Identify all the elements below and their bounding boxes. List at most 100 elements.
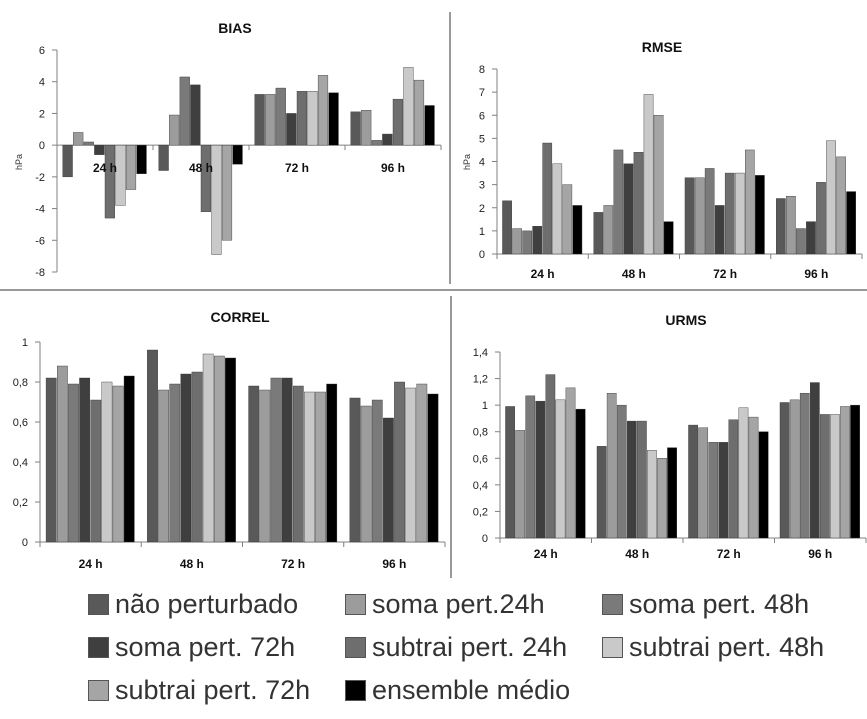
bar-subtrai-pert-48h-48-h — [202, 353, 214, 543]
bar-soma-pert-72h-48-h — [623, 163, 634, 255]
bar-soma-pert-48h-24-h — [68, 383, 79, 543]
y-tick-label: 0 — [482, 533, 488, 545]
y-tick-label: 5 — [479, 133, 485, 145]
bar-soma-pert-24h-72-h — [259, 389, 271, 543]
y-tick-label: 0 — [22, 537, 28, 549]
bar-soma-pert-48h-72-h — [270, 377, 282, 543]
bar-subtrai-pert-72h-24-h — [565, 387, 576, 539]
bar-soma-pert-48h-96-h — [799, 392, 810, 539]
legend-item-soma-pert-24h: soma pert.24h — [345, 586, 545, 622]
bar-soma-pert-72h-72-h — [286, 113, 297, 146]
bar-soma-pert-24h-96-h — [789, 399, 800, 539]
bar-soma-pert-24h-72-h — [698, 427, 709, 539]
y-tick-label: -6 — [35, 235, 45, 247]
bar-subtrai-pert-24h-72-h — [292, 385, 304, 543]
bar-nao-perturbado-72-h — [254, 94, 265, 146]
legend-item-soma-pert-48h: soma pert. 48h — [602, 586, 809, 622]
bar-soma-pert-72h-96-h — [806, 221, 816, 255]
bar-ensemble-medio-48-h — [663, 221, 674, 255]
bar-subtrai-pert-72h-96-h — [840, 406, 850, 539]
y-axis-label: hPa — [462, 154, 472, 170]
bar-subtrai-pert-48h-96-h — [826, 140, 836, 255]
bar-subtrai-pert-48h-72-h — [734, 172, 745, 255]
legend-label-ensemble-medio: ensemble médio — [372, 674, 571, 705]
y-tick-label: 0,2 — [13, 497, 28, 509]
bar-nao-perturbado-24-h — [45, 377, 57, 543]
bar-subtrai-pert-72h-48-h — [657, 458, 667, 539]
y-axis-label: hPa — [14, 154, 24, 170]
x-category-label: 96 h — [804, 267, 828, 281]
bar-subtrai-pert-72h-96-h — [413, 79, 425, 146]
bar-soma-pert-72h-48-h — [190, 84, 201, 146]
bar-nao-perturbado-24-h — [505, 406, 515, 539]
x-category-label: 24 h — [534, 547, 558, 561]
bar-subtrai-pert-48h-24-h — [115, 144, 126, 206]
y-tick-label: 0,8 — [473, 427, 488, 439]
bar-subtrai-pert-48h-96-h — [403, 67, 414, 146]
x-category-label: 48 h — [189, 161, 213, 175]
bar-subtrai-pert-24h-24-h — [545, 374, 556, 539]
bar-ensemble-medio-24-h — [123, 375, 135, 543]
x-category-label: 96 h — [382, 557, 406, 571]
bar-subtrai-pert-24h-48-h — [191, 371, 203, 543]
bar-soma-pert-48h-72-h — [275, 87, 286, 146]
bar-subtrai-pert-24h-72-h — [724, 172, 735, 255]
chart-rmse: RMSE hPa 0 1 2 3 4 5 6 7 8 24 h 48 h 72 h 96 h — [462, 39, 863, 281]
legend-swatch-ensemble-medio — [345, 679, 366, 701]
bar-soma-pert-72h-96-h — [809, 382, 820, 539]
bar-ensemble-medio-24-h — [136, 144, 147, 174]
x-category-label: 96 h — [381, 161, 405, 175]
y-tick-label: 0,8 — [13, 377, 28, 389]
bar-subtrai-pert-72h-72-h — [745, 149, 755, 255]
bar-soma-pert-24h-48-h — [606, 392, 617, 539]
bar-soma-pert-48h-24-h — [522, 230, 532, 255]
bar-subtrai-pert-72h-24-h — [125, 144, 137, 190]
bar-nao-perturbado-48-h — [593, 212, 604, 255]
y-tick-label: 7 — [479, 87, 485, 99]
bar-soma-pert-24h-48-h — [158, 389, 169, 543]
bar-nao-perturbado-72-h — [684, 177, 695, 255]
bar-soma-pert-48h-48-h — [613, 149, 624, 255]
y-tick-label: -8 — [35, 267, 45, 279]
bar-soma-pert-72h-72-h — [281, 377, 293, 543]
bar-ensemble-medio-48-h — [667, 447, 677, 539]
legend-item-subtrai-pert-72h: subtrai pert. 72h — [88, 672, 310, 708]
x-category-label: 96 h — [808, 547, 832, 561]
x-category-label: 72 h — [713, 267, 737, 281]
x-category-label: 24 h — [531, 267, 555, 281]
legend-label-subtrai-pert-24h: subtrai pert. 24h — [372, 631, 568, 662]
legend-label-nao-perturbado: não perturbado — [115, 588, 299, 619]
legend-item-subtrai-pert-24h: subtrai pert. 24h — [345, 629, 567, 665]
bar-nao-perturbado-48-h — [158, 144, 169, 171]
bar-soma-pert-48h-48-h — [179, 76, 190, 146]
bar-soma-pert-48h-96-h — [796, 228, 806, 255]
bar-nao-perturbado-96-h — [349, 397, 361, 543]
bar-soma-pert-72h-24-h — [532, 226, 543, 255]
y-tick-label: -4 — [35, 204, 45, 216]
bar-subtrai-pert-48h-96-h — [405, 387, 417, 543]
bar-subtrai-pert-48h-24-h — [101, 381, 113, 543]
bar-ensemble-medio-48-h — [232, 144, 243, 165]
x-category-label: 48 h — [622, 267, 646, 281]
x-category-label: 24 h — [93, 161, 117, 175]
x-category-label: 48 h — [625, 547, 649, 561]
bar-soma-pert-48h-24-h — [83, 141, 94, 146]
y-tick-label: 2 — [39, 108, 45, 120]
bar-ensemble-medio-96-h — [850, 404, 860, 539]
bar-soma-pert-72h-72-h — [718, 442, 729, 539]
x-category-label: 72 h — [717, 547, 741, 561]
bar-subtrai-pert-48h-48-h — [643, 94, 654, 255]
bar-subtrai-pert-24h-96-h — [820, 414, 830, 539]
bar-subtrai-pert-48h-48-h — [647, 450, 657, 539]
bar-subtrai-pert-72h-48-h — [213, 355, 225, 543]
bar-soma-pert-72h-72-h — [714, 205, 725, 255]
bar-soma-pert-72h-48-h — [180, 373, 192, 543]
chart-title: URMS — [665, 312, 706, 328]
bar-nao-perturbado-96-h — [776, 198, 786, 255]
bar-subtrai-pert-72h-72-h — [315, 391, 326, 543]
bar-subtrai-pert-24h-24-h — [90, 399, 102, 543]
legend-item-subtrai-pert-48h: subtrai pert. 48h — [602, 629, 824, 665]
bar-ensemble-medio-24-h — [572, 205, 583, 255]
chart-bias: BIAS hPa -8 -6 -4 -2 0 2 4 6 24 h 48 h 72 h 96 h — [14, 20, 442, 279]
bar-soma-pert-48h-48-h — [616, 404, 627, 539]
